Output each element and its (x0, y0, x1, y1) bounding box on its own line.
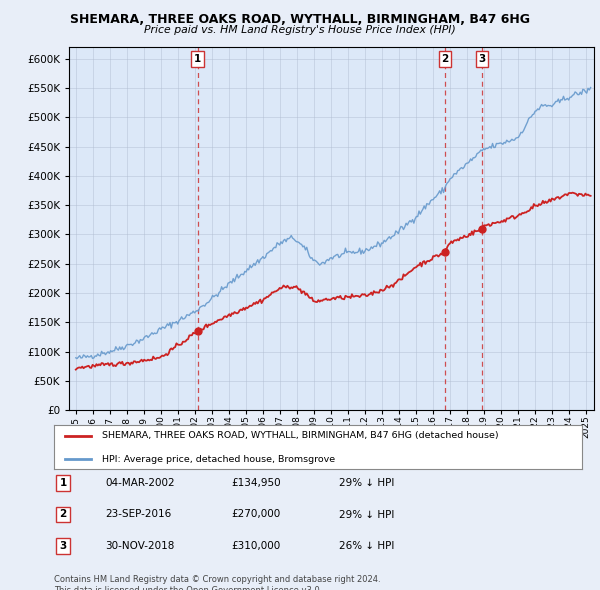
Text: 3: 3 (59, 542, 67, 551)
Text: 29% ↓ HPI: 29% ↓ HPI (339, 478, 394, 487)
Text: HPI: Average price, detached house, Bromsgrove: HPI: Average price, detached house, Brom… (101, 455, 335, 464)
Text: 2: 2 (59, 510, 67, 519)
Text: £270,000: £270,000 (231, 510, 280, 519)
Text: 1: 1 (194, 54, 201, 64)
Text: SHEMARA, THREE OAKS ROAD, WYTHALL, BIRMINGHAM, B47 6HG: SHEMARA, THREE OAKS ROAD, WYTHALL, BIRMI… (70, 13, 530, 26)
Text: 26% ↓ HPI: 26% ↓ HPI (339, 542, 394, 551)
Text: 3: 3 (479, 54, 486, 64)
Text: 04-MAR-2002: 04-MAR-2002 (105, 478, 175, 487)
Text: Price paid vs. HM Land Registry's House Price Index (HPI): Price paid vs. HM Land Registry's House … (144, 25, 456, 35)
Text: £310,000: £310,000 (231, 542, 280, 551)
Text: 29% ↓ HPI: 29% ↓ HPI (339, 510, 394, 519)
Text: SHEMARA, THREE OAKS ROAD, WYTHALL, BIRMINGHAM, B47 6HG (detached house): SHEMARA, THREE OAKS ROAD, WYTHALL, BIRMI… (101, 431, 498, 440)
Text: 30-NOV-2018: 30-NOV-2018 (105, 542, 175, 551)
Text: Contains HM Land Registry data © Crown copyright and database right 2024.
This d: Contains HM Land Registry data © Crown c… (54, 575, 380, 590)
Text: 2: 2 (442, 54, 449, 64)
Text: £134,950: £134,950 (231, 478, 281, 487)
Text: 23-SEP-2016: 23-SEP-2016 (105, 510, 171, 519)
Text: 1: 1 (59, 478, 67, 487)
